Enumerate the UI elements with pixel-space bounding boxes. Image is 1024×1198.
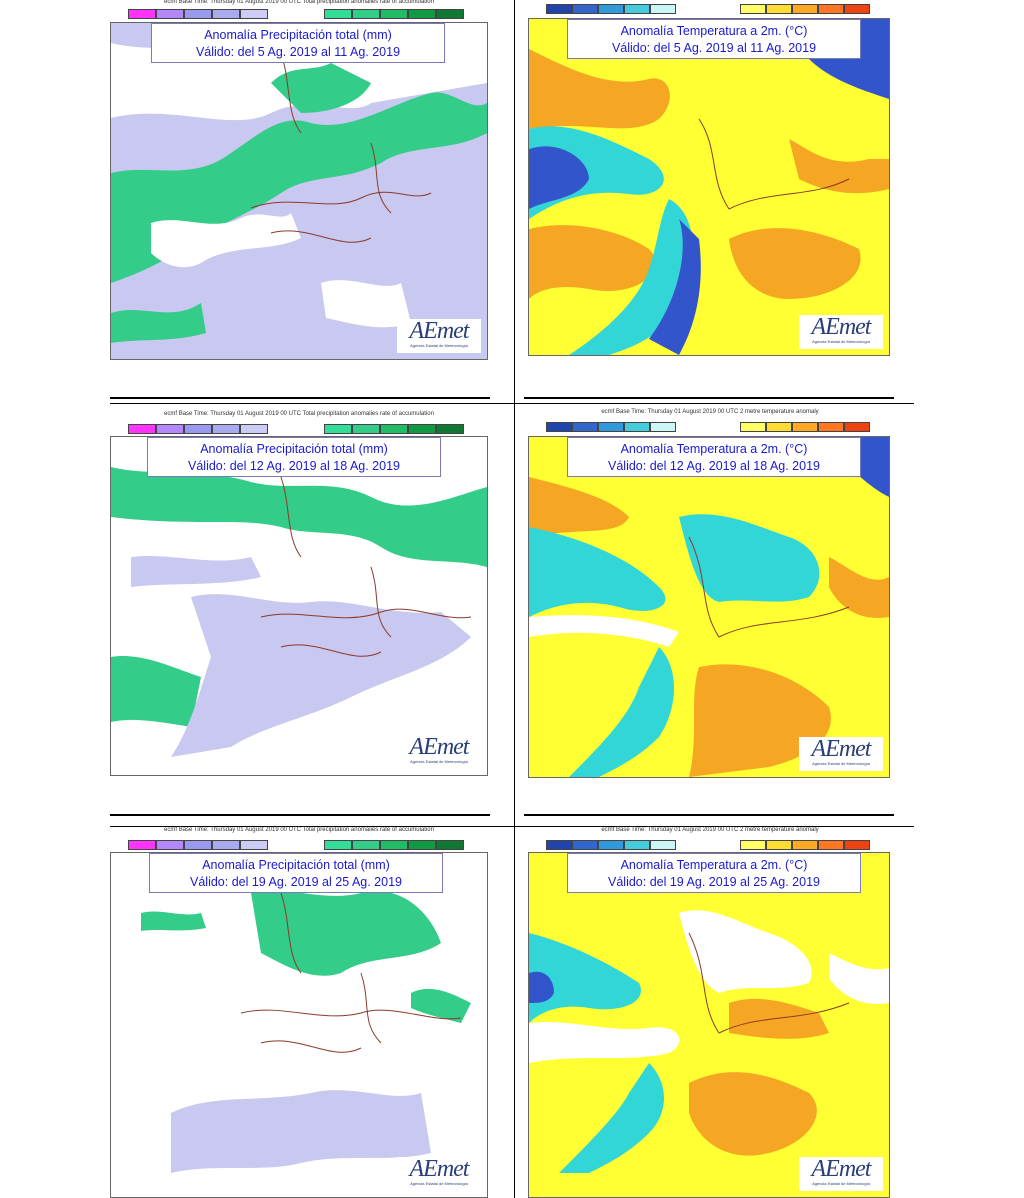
map-validity: Válido: del 19 Ag. 2019 al 25 Ag. 2019 xyxy=(608,875,820,889)
map-validity: Válido: del 19 Ag. 2019 al 25 Ag. 2019 xyxy=(190,875,402,889)
aemet-logo: AEmet Agencia Estatal de Meteorología xyxy=(397,319,481,353)
cold-swatches xyxy=(546,840,676,850)
aemet-logo: AEmet Agencia Estatal de Meteorología xyxy=(799,737,883,771)
map-title: Anomalía Temperatura a 2m. (°C) xyxy=(620,858,808,872)
temp-field xyxy=(529,437,889,777)
temp-map-week-1: Anomalía Temperatura a 2m. (°C) Válido: … xyxy=(528,0,892,360)
map-title-box: Anomalía Temperatura a 2m. (°C) Válido: … xyxy=(567,437,861,477)
legend-bar xyxy=(528,0,892,22)
aemet-logo: AEmet Agencia Estatal de Meteorología xyxy=(799,315,883,349)
map-title: Anomalía Precipitación total (mm) xyxy=(202,858,390,872)
precip-map-week-1: ecmf Base Time: Thursday 01 August 2019 … xyxy=(110,0,488,360)
row-rule xyxy=(110,814,490,816)
map-title-box: Anomalía Temperatura a 2m. (°C) Válido: … xyxy=(567,19,861,59)
legend-header: ecmf Base Time: Thursday 01 August 2019 … xyxy=(164,0,434,5)
legend-header: ecmf Base Time: Thursday 01 August 2019 … xyxy=(164,411,434,417)
precip-map-week-2: ecmf Base Time: Thursday 01 August 2019 … xyxy=(110,410,488,776)
map-title-box: Anomalía Precipitación total (mm) Válido… xyxy=(147,437,441,477)
map-validity: Válido: del 5 Ag. 2019 al 11 Ag. 2019 xyxy=(195,45,401,59)
warm-swatches xyxy=(740,422,870,432)
warm-swatches xyxy=(740,840,870,850)
map-area: Anomalía Temperatura a 2m. (°C) Válido: … xyxy=(528,18,890,356)
legend-header: ecmf Base Time: Thursday 01 August 2019 … xyxy=(601,827,819,833)
map-validity: Válido: del 12 Ag. 2019 al 18 Ag. 2019 xyxy=(188,459,400,473)
map-area: Anomalía Temperatura a 2m. (°C) Válido: … xyxy=(528,436,890,778)
map-title: Anomalía Temperatura a 2m. (°C) xyxy=(620,442,808,456)
precip-field xyxy=(111,437,487,775)
legend-header: ecmf Base Time: Thursday 01 August 2019 … xyxy=(601,409,819,415)
map-title: Anomalía Precipitación total (mm) xyxy=(200,442,388,456)
map-area: Anomalía Precipitación total (mm) Válido… xyxy=(110,22,488,360)
row-rule xyxy=(524,814,894,816)
map-validity: Válido: del 12 Ag. 2019 al 18 Ag. 2019 xyxy=(608,459,820,473)
wet-swatches xyxy=(324,840,464,850)
cold-swatches xyxy=(546,4,676,14)
column-divider xyxy=(514,0,515,1198)
legend-bar: ecmf Base Time: Thursday 01 August 2019 … xyxy=(110,826,488,850)
map-validity: Válido: del 5 Ag. 2019 al 11 Ag. 2019 xyxy=(611,41,817,55)
precip-map-week-3: ecmf Base Time: Thursday 01 August 2019 … xyxy=(110,826,488,1198)
map-area: Anomalía Precipitación total (mm) Válido… xyxy=(110,436,488,776)
legend-bar: ecmf Base Time: Thursday 01 August 2019 … xyxy=(528,826,892,850)
aemet-logo: AEmet Agencia Estatal de Meteorología xyxy=(397,735,481,769)
legend-bar: ecmf Base Time: Thursday 01 August 2019 … xyxy=(110,410,488,434)
precip-field xyxy=(111,23,487,359)
map-area: Anomalía Temperatura a 2m. (°C) Válido: … xyxy=(528,852,890,1198)
map-title-box: Anomalía Precipitación total (mm) Válido… xyxy=(149,853,443,893)
map-title-box: Anomalía Precipitación total (mm) Válido… xyxy=(151,23,445,63)
dry-swatches xyxy=(128,424,268,434)
row-rule xyxy=(110,403,914,404)
row-rule xyxy=(110,826,914,827)
wet-swatches xyxy=(324,9,464,19)
precip-field xyxy=(111,853,487,1197)
temp-map-week-2: ecmf Base Time: Thursday 01 August 2019 … xyxy=(528,408,892,778)
dry-swatches xyxy=(128,9,268,19)
dry-swatches xyxy=(128,840,268,850)
legend-bar: ecmf Base Time: Thursday 01 August 2019 … xyxy=(110,0,488,22)
temp-field xyxy=(529,853,889,1197)
temp-map-week-3: ecmf Base Time: Thursday 01 August 2019 … xyxy=(528,826,892,1198)
wet-swatches xyxy=(324,424,464,434)
cold-swatches xyxy=(546,422,676,432)
aemet-logo: AEmet Agencia Estatal de Meteorología xyxy=(397,1157,481,1191)
row-rule xyxy=(524,397,894,399)
temp-field xyxy=(529,19,889,355)
map-title: Anomalía Precipitación total (mm) xyxy=(204,28,392,42)
legend-header: ecmf Base Time: Thursday 01 August 2019 … xyxy=(164,827,434,833)
warm-swatches xyxy=(740,4,870,14)
map-area: Anomalía Precipitación total (mm) Válido… xyxy=(110,852,488,1198)
map-title-box: Anomalía Temperatura a 2m. (°C) Válido: … xyxy=(567,853,861,893)
legend-bar: ecmf Base Time: Thursday 01 August 2019 … xyxy=(528,408,892,432)
map-title: Anomalía Temperatura a 2m. (°C) xyxy=(620,24,808,38)
aemet-logo: AEmet Agencia Estatal de Meteorología xyxy=(799,1157,883,1191)
row-rule xyxy=(110,397,490,399)
